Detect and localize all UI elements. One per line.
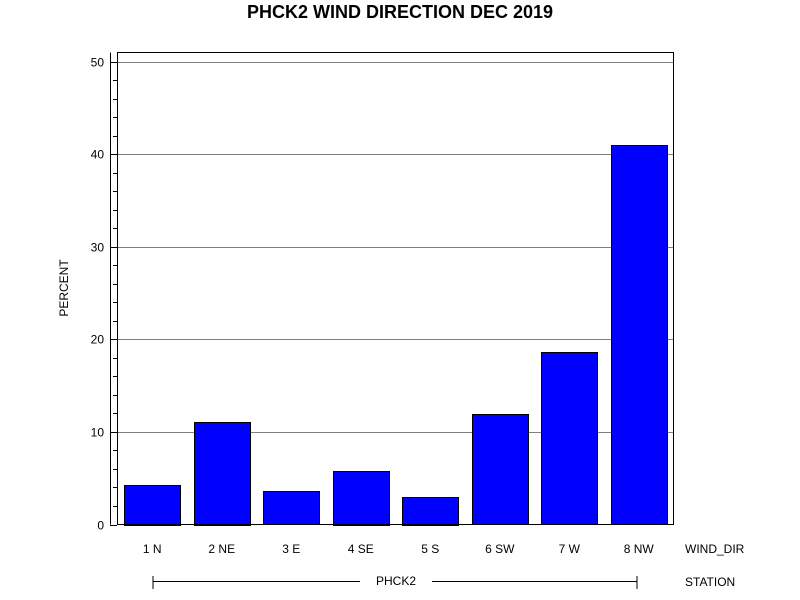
y-tick-label: 0 [97, 519, 104, 533]
x-tick-label: 2 NE [208, 542, 235, 556]
x-tick-label: 7 W [559, 542, 581, 556]
y-axis: 0 10 20 30 40 50 [91, 52, 117, 533]
x-tick-label: 3 E [282, 542, 300, 556]
y-tick-label: 40 [91, 148, 105, 162]
bar-4-se [333, 471, 390, 526]
plot-frame [117, 52, 674, 525]
bar-6-sw [472, 414, 529, 525]
x-axis-labels: 1 N 2 NE 3 E 4 SE 5 S 6 SW 7 W 8 NW [143, 542, 655, 556]
y-tick-label: 10 [91, 426, 105, 440]
bar-2-ne [194, 422, 251, 526]
y-tick-label: 50 [91, 56, 105, 70]
y-tick-label: 20 [91, 333, 105, 347]
bar-3-e [263, 491, 320, 525]
x-axis-label: WIND_DIR [685, 542, 745, 556]
x-tick-label: 1 N [143, 542, 162, 556]
station-value: PHCK2 [376, 574, 416, 588]
bars [124, 145, 668, 526]
bar-1-n [124, 485, 181, 526]
x-tick-label: 8 NW [624, 542, 655, 556]
x-tick-label: 6 SW [485, 542, 515, 556]
station-group: PHCK2 [152, 574, 638, 589]
bar-8-nw [611, 145, 668, 525]
station-axis-label: STATION [685, 575, 735, 589]
bar-5-s [402, 497, 459, 526]
bar-7-w [541, 352, 598, 525]
y-axis-label: PERCENT [57, 259, 71, 317]
y-tick-label: 30 [91, 241, 105, 255]
x-tick-label: 5 S [421, 542, 439, 556]
x-tick-label: 4 SE [348, 542, 374, 556]
chart-title: PHCK2 WIND DIRECTION DEC 2019 [247, 2, 553, 22]
